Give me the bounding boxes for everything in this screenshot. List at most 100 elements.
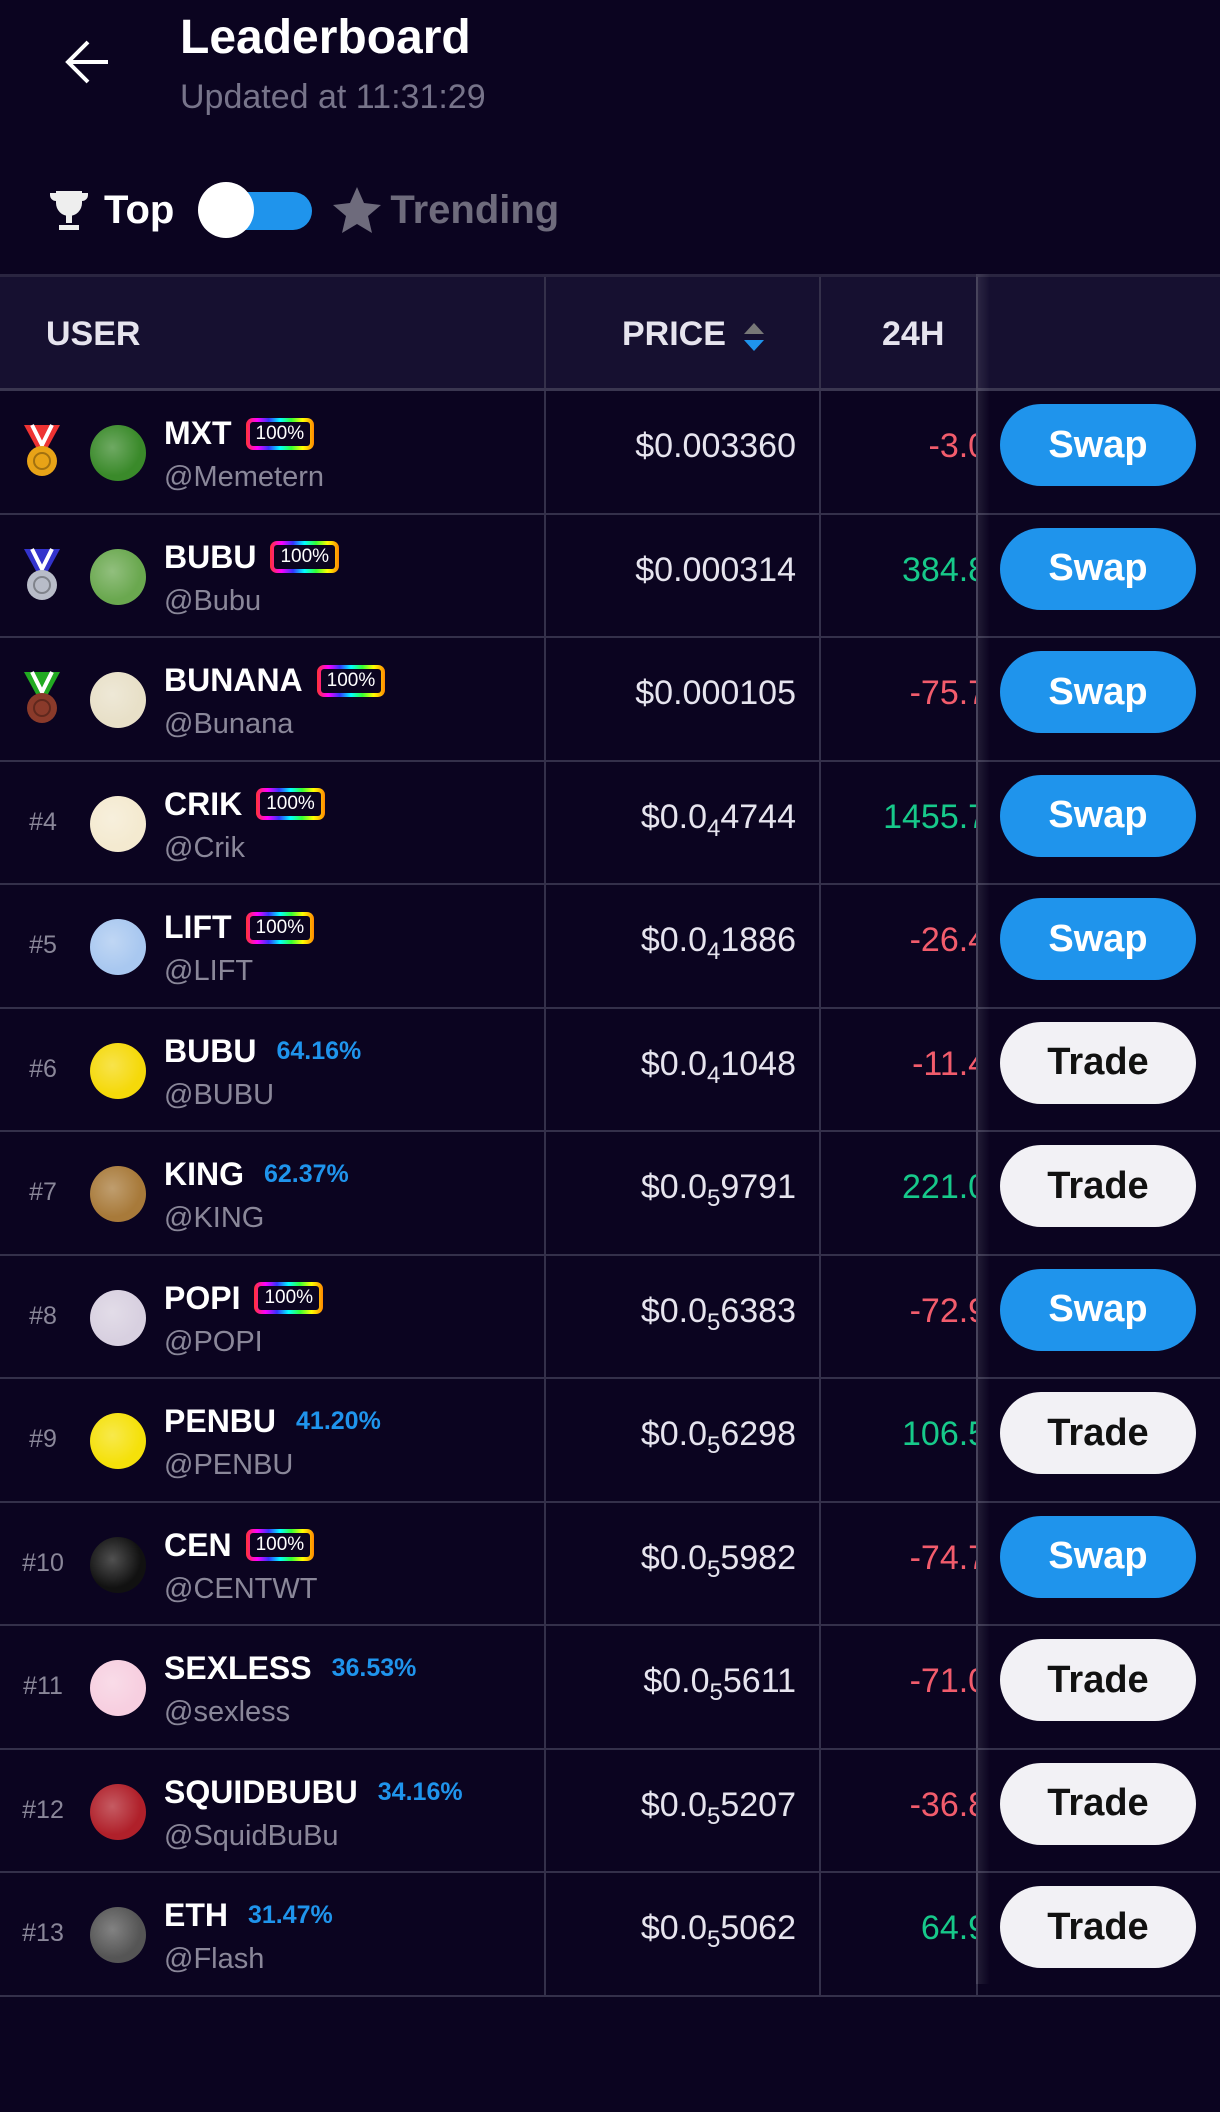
token-name: LIFT [164,909,232,945]
change-24h: -74.71 [819,1539,976,1578]
table-row[interactable]: #7 KING 62.37% @KING $0.059791 221.04 Tra… [0,1132,1220,1256]
trade-button[interactable]: Trade [1000,1886,1196,1968]
table-row[interactable]: #4 CRIK 100% @Crik $0.044744 1455.79 Swap [0,761,1220,885]
column-price[interactable]: PRICE [622,315,726,353]
price-prefix: $0.000105 [635,674,796,712]
change-24h: -26.46 [819,921,976,960]
swap-button[interactable]: Swap [1000,1268,1196,1351]
table-row[interactable]: #12 SQUIDBUBU 34.16% @SquidBuBu $0.055207… [0,1749,1220,1873]
token-handle: @Memetern [164,461,324,493]
table-row[interactable]: #9 PENBU 41.20% @PENBU $0.056298 106.54 T… [0,1379,1220,1503]
change-value: -74.71 [909,1538,976,1577]
zero-count: 5 [707,1432,721,1459]
token-name: SQUIDBUBU [164,1773,358,1810]
table-row[interactable]: #10 CEN 100% @CENTWT $0.055982 -74.71 Swa… [0,1502,1220,1626]
sort-icon[interactable] [742,321,766,353]
percent-label: 62.37% [264,1160,349,1188]
change-24h: -11.47 [819,1045,976,1084]
token-name: KING [164,1156,244,1192]
token-name: POPI [164,1279,241,1316]
change-value: 384.81 [902,550,976,589]
rank: #6 [29,1054,57,1083]
swap-button[interactable]: Swap [1000,1515,1196,1598]
token-handle: @Bunana [164,708,294,740]
token-handle: @Crik [164,831,245,864]
token-price: $0.056298 [641,1415,796,1460]
rank: #10 [22,1548,64,1577]
change-value: 221.04 [902,1168,976,1206]
table-row[interactable]: #11 SEXLESS 36.53% @sexless $0.055611 -71… [0,1626,1220,1750]
token-price: $0.055982 [641,1539,796,1584]
price-digits: 6383 [720,1291,796,1330]
token-price: $0.041048 [641,1045,796,1090]
change-24h: 221.04 [819,1168,976,1207]
token-handle: @PENBU [164,1449,294,1481]
price-digits: 5611 [722,1662,796,1700]
trade-button[interactable]: Trade [1000,1145,1196,1227]
table-row[interactable]: MXT 100% @Memetern $0.003360 -3.05 Swap [0,391,1220,515]
change-24h: -72.93 [819,1292,976,1331]
token-avatar [90,548,146,605]
trade-button[interactable]: Trade [1000,1762,1196,1845]
swap-button[interactable]: Swap [1000,651,1196,733]
change-24h: 106.54 [819,1415,976,1454]
token-avatar [90,425,146,481]
percent-badge: 100% [246,1529,315,1561]
token-avatar [90,1042,146,1099]
medal-silver-icon [24,547,60,600]
token-avatar [90,1907,146,1963]
table-row[interactable]: #6 BUBU 64.16% @BUBU $0.041048 -11.47 Tra… [0,1008,1220,1132]
token-price: $0.055611 [643,1662,796,1707]
change-value: 64.92 [920,1909,976,1947]
rank: #12 [22,1795,64,1824]
back-arrow-icon[interactable] [60,32,120,92]
page-title: Leaderboard [180,11,471,64]
table-row[interactable]: #8 POPI 100% @POPI $0.056383 -72.93 Swap [0,1255,1220,1379]
table-row[interactable]: BUBU 100% @Bubu $0.000314 384.81 Swap [0,514,1220,638]
zero-count: 5 [707,1555,721,1583]
percent-badge: 100% [246,418,315,450]
column-24h[interactable]: 24H [882,315,945,353]
token-name: MXT [164,415,232,451]
trade-button[interactable]: Trade [1000,1392,1196,1474]
percent-label: 34.16% [377,1777,463,1806]
table-row[interactable]: #13 ETH 31.47% @Flash $0.055062 64.92 Tra… [0,1873,1220,1997]
table-row[interactable]: #5 LIFT 100% @LIFT $0.041886 -26.46 Swap [0,885,1220,1009]
top-trending-switch[interactable] [198,182,313,238]
price-prefix: $0.0 [640,1168,707,1206]
price-digits: 4744 [720,797,796,836]
swap-button[interactable]: Swap [1000,774,1196,857]
token-name: CEN [164,1526,232,1563]
top-label[interactable]: Top [104,187,175,232]
change-value: -36.88 [909,1785,976,1824]
zero-count: 5 [707,1926,721,1953]
token-avatar [90,672,146,728]
price-prefix: $0.0 [640,1291,707,1330]
price-digits: 1886 [720,921,796,959]
zero-count: 4 [707,814,721,842]
column-user: USER [46,315,141,353]
trade-button[interactable]: Trade [1000,1021,1196,1104]
price-digits: 1048 [720,1044,796,1083]
swap-button[interactable]: Swap [1000,898,1196,980]
change-value: -26.46 [909,921,976,959]
trending-label[interactable]: Trending [390,187,560,232]
trade-button[interactable]: Trade [1000,1639,1196,1721]
medal-gold-icon [24,424,60,476]
token-avatar [90,1413,146,1469]
price-prefix: $0.0 [640,1909,707,1947]
change-value: -11.47 [912,1044,976,1083]
token-avatar [90,919,146,975]
token-price: $0.056383 [641,1292,796,1337]
token-name: SEXLESS [164,1650,312,1686]
table-row[interactable]: BUNANA 100% @Bunana $0.000105 -75.75 Swap [0,638,1220,762]
token-avatar [90,1783,146,1840]
price-prefix: $0.0 [640,1415,707,1453]
rank: #9 [29,1425,57,1453]
percent-badge: 100% [317,665,386,697]
swap-button[interactable]: Swap [1000,527,1196,610]
leaderboard-table: USER PRICE 24H MXT 100% @Memetern $0.0033… [0,274,1220,1997]
swap-button[interactable]: Swap [1000,404,1196,486]
zero-count: 5 [707,1802,721,1830]
percent-badge: 100% [246,912,315,944]
